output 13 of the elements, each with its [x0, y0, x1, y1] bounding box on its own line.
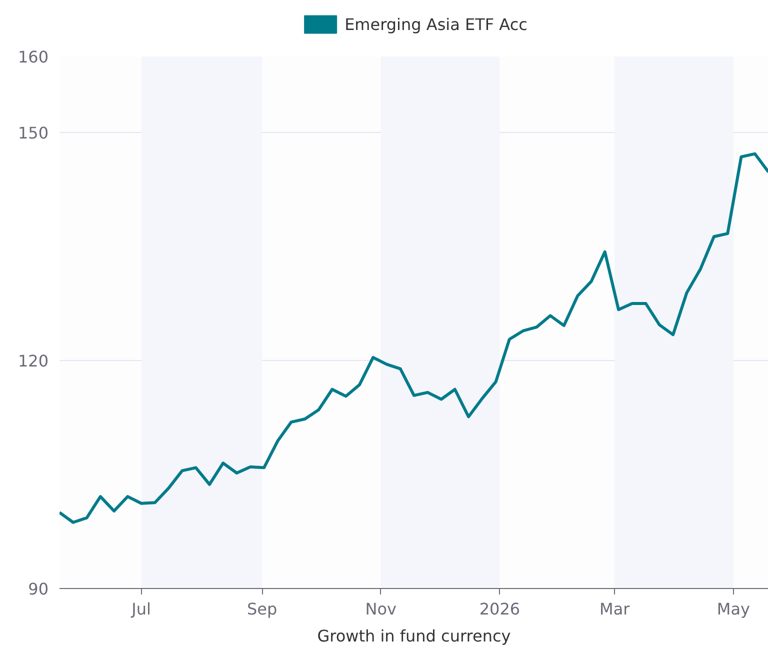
x-axis-title: Growth in fund currency: [317, 626, 511, 646]
x-tick-label: Mar: [600, 600, 630, 618]
y-tick-label: 160: [18, 48, 49, 66]
x-tick-label: 2026: [479, 600, 520, 618]
x-tick-label: May: [716, 600, 750, 618]
x-tick-label: Sep: [246, 600, 278, 618]
y-tick-label: 150: [18, 124, 49, 142]
y-tick-label: 120: [18, 352, 49, 370]
line-series: [60, 152, 768, 524]
x-tick-label: Nov: [365, 600, 397, 618]
legend-label: Emerging Asia ETF Acc: [344, 14, 528, 34]
y-tick-label: 90: [28, 580, 48, 598]
x-tick-label: Jul: [130, 600, 151, 618]
